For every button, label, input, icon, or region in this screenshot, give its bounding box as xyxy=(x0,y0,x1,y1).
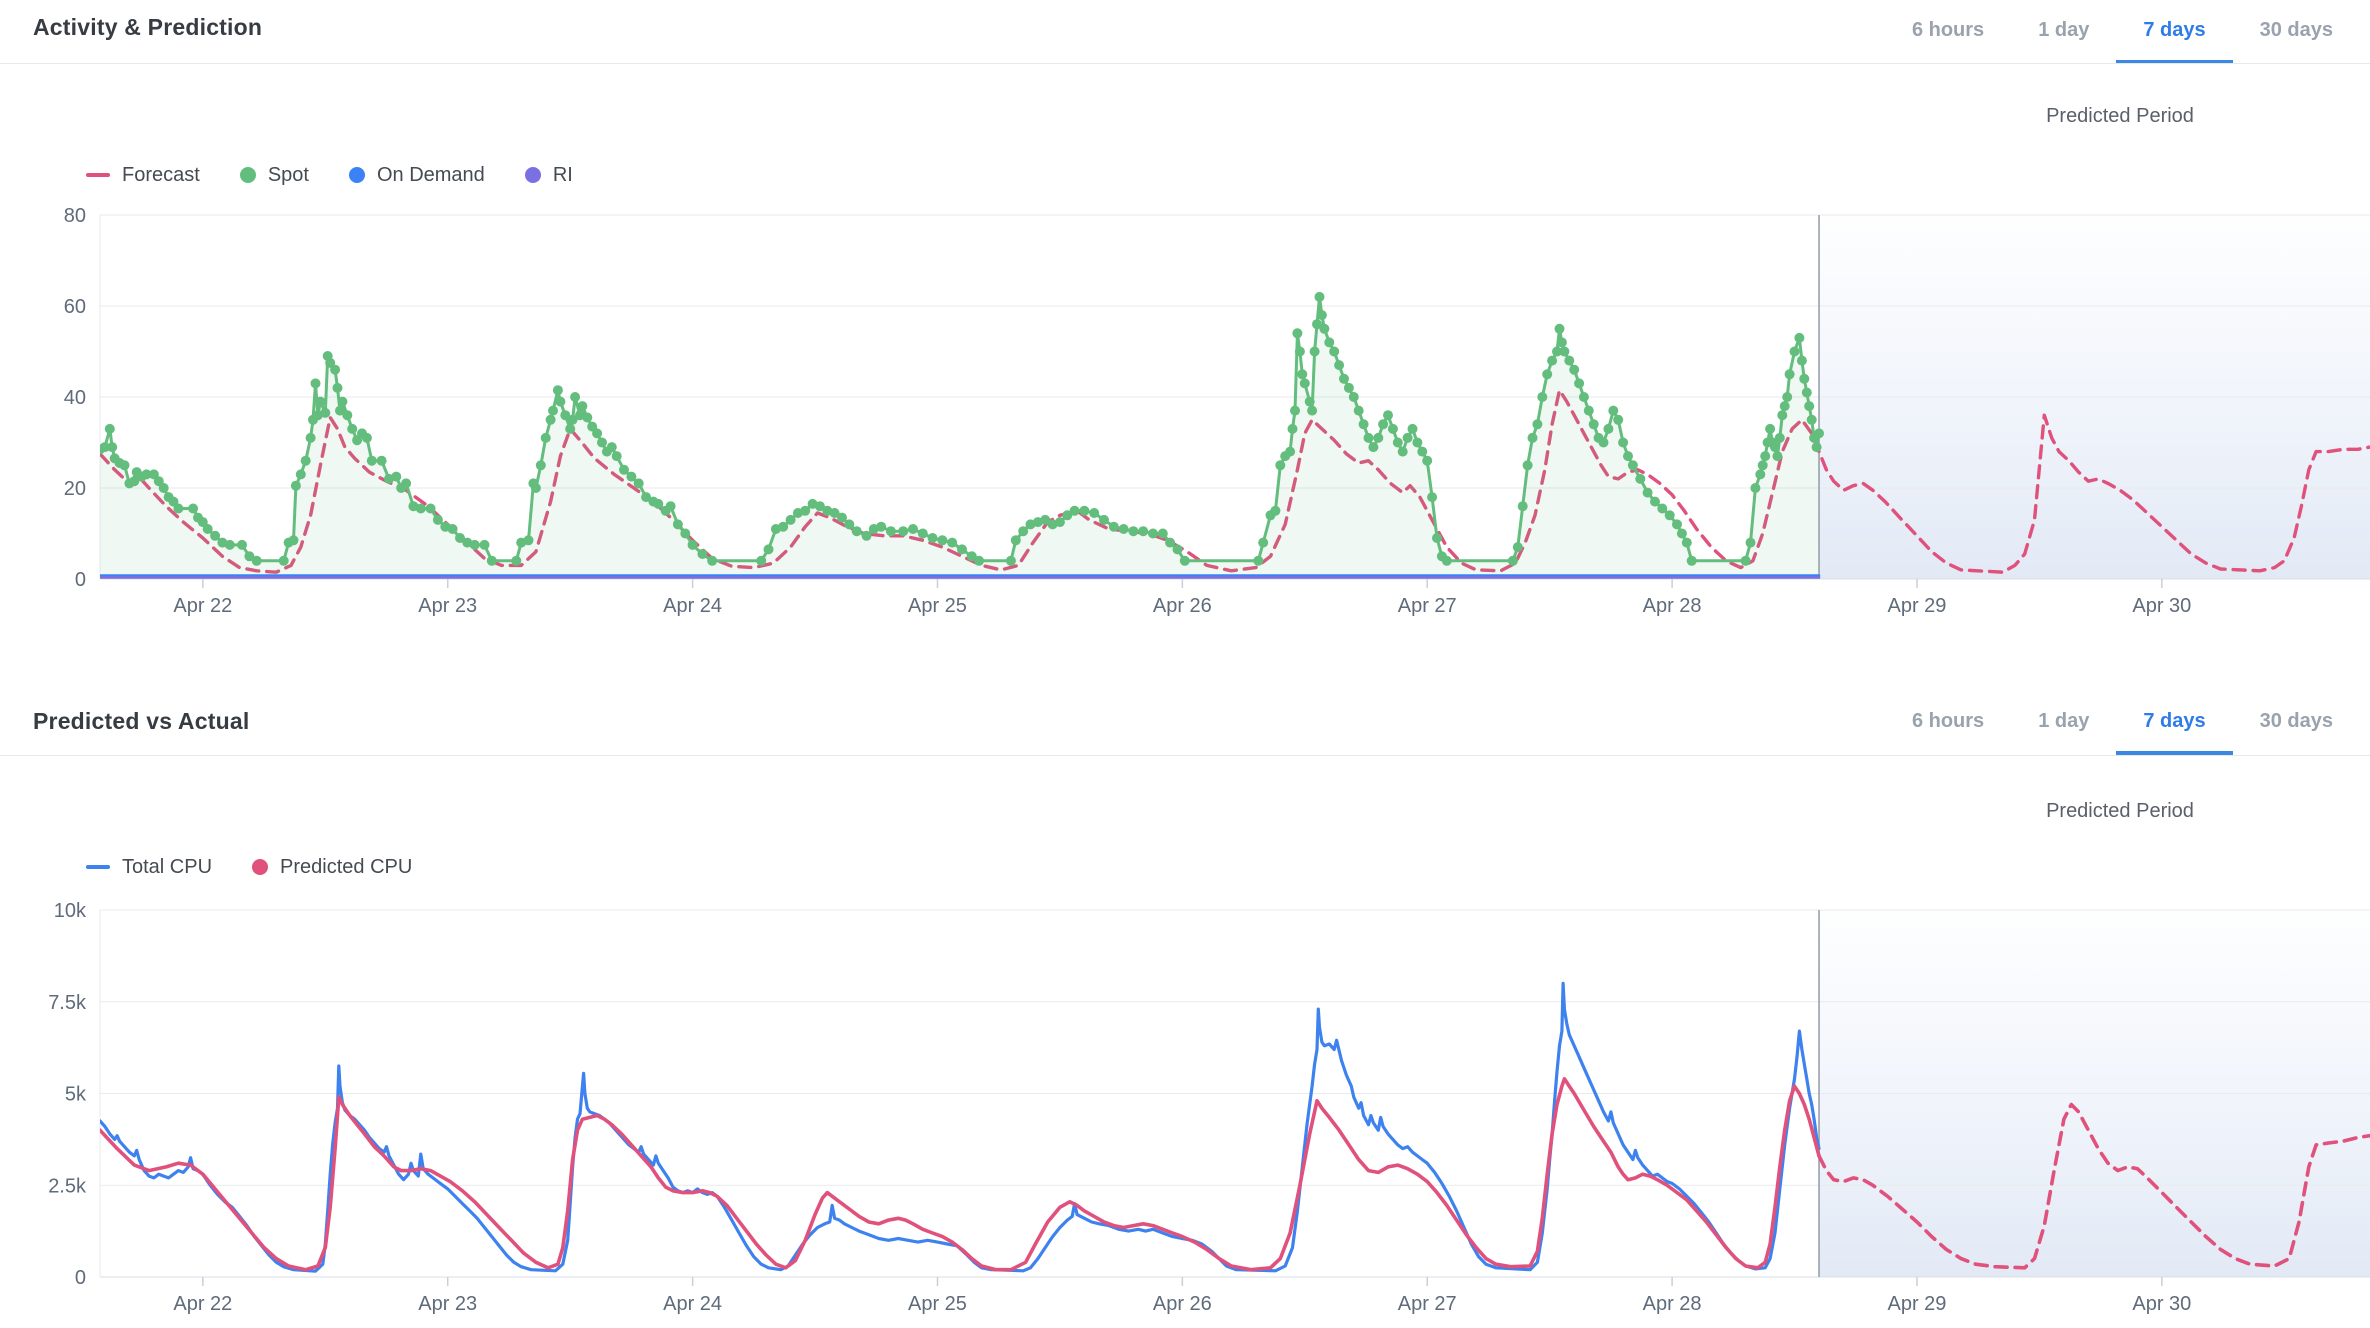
svg-text:Apr 22: Apr 22 xyxy=(173,595,232,617)
svg-text:0: 0 xyxy=(75,1267,86,1289)
svg-text:80: 80 xyxy=(64,205,86,227)
svg-text:Apr 24: Apr 24 xyxy=(663,1293,722,1315)
svg-text:Apr 25: Apr 25 xyxy=(908,595,967,617)
legend-dot-icon-on-demand xyxy=(348,167,365,183)
svg-text:7.5k: 7.5k xyxy=(48,992,87,1014)
legend-item-spot[interactable]: Spot xyxy=(239,163,309,187)
svg-text:Apr 26: Apr 26 xyxy=(1153,595,1212,617)
chart-legend: Total CPU Predicted CPU xyxy=(86,854,412,880)
legend-dash-icon-forecast xyxy=(86,173,110,177)
page-title: Activity & Prediction xyxy=(33,14,263,40)
legend-dash-icon-total-cpu xyxy=(86,865,110,869)
tab-30-days[interactable]: 30 days xyxy=(2259,709,2333,732)
svg-text:2.5k: 2.5k xyxy=(48,1175,87,1197)
svg-text:Apr 24: Apr 24 xyxy=(663,595,722,617)
svg-text:40: 40 xyxy=(64,387,86,409)
predicted-vs-actual-chart: 0 2.5k 5k 7.5k 10k Apr 22 Apr 23 Apr 24 Apr 25 Ap… xyxy=(48,900,2370,1315)
tab-6-hours[interactable]: 6 hours xyxy=(1911,709,1985,732)
svg-text:20: 20 xyxy=(64,478,86,500)
svg-text:Apr 30: Apr 30 xyxy=(2132,1293,2191,1315)
tab-7-days[interactable]: 7 days xyxy=(2116,0,2233,64)
legend-item-ri[interactable]: RI xyxy=(524,163,573,187)
svg-text:Apr 23: Apr 23 xyxy=(418,595,477,617)
time-range-tabs: 6 hours 1 day 7 days 30 days xyxy=(1885,691,2360,755)
legend-item-total-cpu[interactable]: Total CPU xyxy=(86,856,212,879)
tab-7-days[interactable]: 7 days xyxy=(2116,691,2233,755)
svg-text:Apr 27: Apr 27 xyxy=(1398,595,1457,617)
svg-text:Apr 29: Apr 29 xyxy=(1888,595,1947,617)
legend-label: Forecast xyxy=(122,163,200,186)
activity-prediction-chart: 0 20 40 60 80 Apr 22 Apr 23 Apr 24 Apr 25 Apr 26 A… xyxy=(64,205,2370,617)
predicted-period-label: Predicted Period xyxy=(2046,800,2194,822)
legend-item-predicted-cpu[interactable]: Predicted CPU xyxy=(252,856,412,879)
tab-30-days[interactable]: 30 days xyxy=(2259,18,2333,41)
legend-item-forecast[interactable]: Forecast xyxy=(86,164,200,187)
svg-text:Apr 29: Apr 29 xyxy=(1888,1293,1947,1315)
header-divider xyxy=(0,63,2370,64)
legend-label: Predicted CPU xyxy=(280,855,413,878)
svg-text:Apr 28: Apr 28 xyxy=(1643,1293,1702,1315)
panel-predicted-vs-actual: Predicted vs Actual 6 hours 1 day 7 days 30… xyxy=(0,664,2370,1328)
page-title: Predicted vs Actual xyxy=(33,708,250,734)
svg-text:0: 0 xyxy=(75,569,86,591)
svg-text:Apr 30: Apr 30 xyxy=(2132,595,2191,617)
legend-label: RI xyxy=(552,163,573,186)
legend-label: On Demand xyxy=(376,163,485,186)
legend-dot-icon-ri xyxy=(524,167,541,183)
svg-text:Apr 26: Apr 26 xyxy=(1153,1293,1212,1315)
svg-text:5k: 5k xyxy=(65,1084,87,1106)
tab-1-day[interactable]: 1 day xyxy=(2038,18,2090,41)
header-divider xyxy=(0,755,2370,756)
legend-item-on-demand[interactable]: On Demand xyxy=(348,163,485,187)
predicted-period-label: Predicted Period xyxy=(2046,105,2194,127)
svg-text:Apr 25: Apr 25 xyxy=(908,1293,967,1315)
svg-text:Apr 27: Apr 27 xyxy=(1398,1293,1457,1315)
svg-text:Apr 23: Apr 23 xyxy=(418,1293,477,1315)
svg-text:Apr 28: Apr 28 xyxy=(1643,595,1702,617)
time-range-tabs: 6 hours 1 day 7 days 30 days xyxy=(1885,0,2360,64)
tab-6-hours[interactable]: 6 hours xyxy=(1911,18,1985,41)
svg-text:10k: 10k xyxy=(54,900,87,922)
tab-1-day[interactable]: 1 day xyxy=(2038,709,2090,732)
legend-label: Spot xyxy=(267,163,309,186)
svg-text:Apr 22: Apr 22 xyxy=(173,1293,232,1315)
panel-activity-prediction: Activity & Prediction 6 hours 1 day 7 days… xyxy=(0,0,2370,617)
legend-dot-icon-predicted-cpu xyxy=(252,859,269,875)
svg-text:60: 60 xyxy=(64,296,86,318)
legend-dot-icon-spot xyxy=(239,167,256,183)
chart-legend: Forecast Spot On Demand RI xyxy=(86,162,573,188)
legend-label: Total CPU xyxy=(122,855,213,878)
